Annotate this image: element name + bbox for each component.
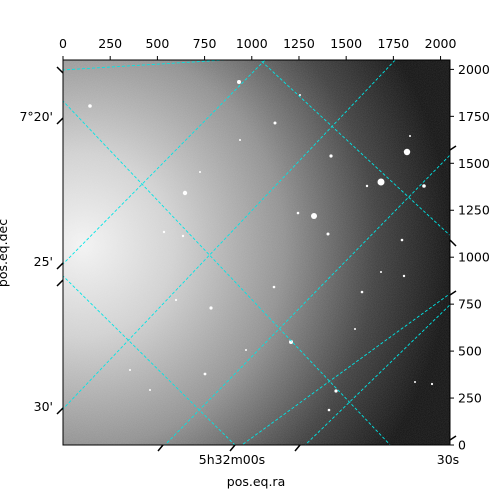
top-tick-label: 1000 (236, 36, 268, 51)
world-tick-mark (56, 262, 64, 270)
star (409, 135, 411, 137)
star (326, 232, 330, 236)
star (239, 139, 241, 141)
star (414, 381, 416, 383)
star (400, 238, 404, 242)
top-tick-label: 0 (59, 36, 67, 51)
dec-tick-label: 7°20' (19, 109, 53, 124)
top-tick-label: 2000 (425, 36, 457, 51)
plot-frame (62, 59, 451, 446)
star (162, 230, 166, 234)
star (182, 190, 188, 196)
world-tick-marks (56, 66, 457, 452)
star (209, 306, 213, 310)
grid-line (63, 275, 236, 445)
star (203, 372, 207, 376)
star (377, 178, 385, 186)
grid-line (164, 154, 450, 445)
star (430, 382, 434, 386)
grid-line (63, 60, 266, 265)
star (365, 184, 369, 188)
world-tick-mark (449, 145, 457, 151)
right-tick-label: 500 (458, 344, 482, 359)
right-pixel-axis: 0 250 500 750 1000 1250 1500 1750 2000 (450, 62, 490, 453)
right-tick-label: 0 (458, 438, 466, 453)
star (245, 349, 247, 351)
star (296, 211, 300, 215)
world-tick-mark (449, 435, 457, 441)
star (149, 389, 151, 391)
world-tick-mark (56, 279, 64, 287)
right-tick-label: 750 (458, 297, 482, 312)
right-tick-label: 2000 (458, 62, 490, 77)
top-tick-label: 250 (98, 36, 122, 51)
star (327, 408, 331, 412)
grid-line (63, 100, 391, 445)
image-noise (63, 60, 450, 445)
right-tick-label: 1250 (458, 203, 490, 218)
star (289, 340, 293, 344)
x-axis-label: pos.eq.ra (227, 474, 285, 489)
star (129, 369, 131, 371)
coordinate-grid (63, 60, 450, 445)
ra-tick-label: 5h32m00s (199, 452, 265, 467)
right-tick-label: 1750 (458, 109, 490, 124)
right-tick-label: 250 (458, 391, 482, 406)
grid-line (63, 60, 396, 410)
grid-line (241, 293, 450, 445)
top-tick-label: 1750 (377, 36, 409, 51)
star (273, 121, 277, 125)
star (299, 94, 301, 96)
star (272, 285, 276, 289)
world-tick-mark (56, 66, 64, 74)
star (329, 154, 333, 158)
world-tick-mark (56, 407, 64, 415)
star (402, 274, 406, 278)
grid-line (304, 304, 450, 445)
star (360, 290, 364, 294)
y-axis-label: pos.eq.dec (0, 219, 10, 287)
world-tick-mark (294, 444, 301, 452)
world-tick-mark (157, 444, 164, 452)
world-tick-mark (449, 290, 457, 296)
ra-tick-label: 30s (437, 452, 459, 467)
star (88, 104, 92, 108)
stars (88, 80, 434, 412)
star (311, 213, 317, 219)
top-tick-label: 750 (193, 36, 217, 51)
world-tick-mark (56, 117, 64, 125)
star (422, 184, 426, 188)
star (380, 271, 382, 273)
top-tick-label: 500 (145, 36, 169, 51)
right-tick-label: 1000 (458, 250, 490, 265)
grid-line (63, 60, 233, 71)
right-tick-label: 1500 (458, 156, 490, 171)
star (199, 171, 201, 173)
star (354, 328, 356, 330)
world-tick-mark (449, 239, 457, 247)
star (181, 234, 185, 238)
dec-tick-label: 25' (34, 254, 53, 269)
star (174, 298, 178, 302)
top-pixel-axis: 0 250 500 750 1000 1250 1500 1750 2000 (59, 36, 457, 60)
world-tick-mark (229, 444, 236, 452)
star (237, 80, 241, 84)
sky-image (63, 60, 450, 445)
top-tick-label: 1500 (330, 36, 362, 51)
dec-tick-label: 30' (34, 399, 53, 414)
star (334, 389, 338, 393)
star (403, 148, 411, 156)
top-tick-label: 1250 (283, 36, 315, 51)
